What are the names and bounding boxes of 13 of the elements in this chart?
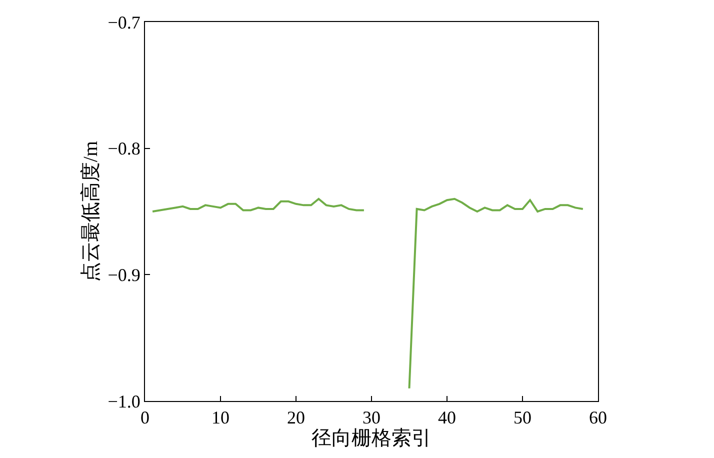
x-tick-label: 30 — [362, 408, 380, 428]
x-tick-label: 40 — [438, 408, 456, 428]
y-axis-title: 点云最低高度/m — [79, 140, 102, 282]
y-tick-label: −0.8 — [108, 138, 140, 159]
y-tick-label: −1.0 — [108, 391, 140, 412]
y-tick-label: −0.9 — [108, 264, 140, 285]
x-tick-label: 50 — [514, 408, 532, 428]
x-axis-title: 径向栅格索引 — [312, 428, 432, 450]
x-tick-label: 10 — [212, 408, 230, 428]
x-tick-label: 20 — [287, 408, 305, 428]
x-tick-label: 0 — [140, 408, 150, 428]
y-tick-label: −0.7 — [108, 12, 140, 32]
x-tick-label: 60 — [589, 408, 607, 428]
